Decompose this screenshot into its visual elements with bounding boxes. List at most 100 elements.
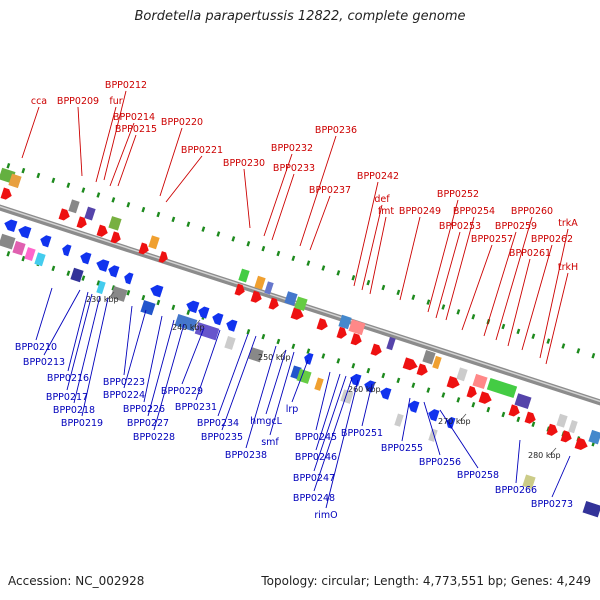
forward-gene-arrow <box>478 391 492 404</box>
tick-dot <box>186 309 191 315</box>
gene-label: smf <box>261 437 279 448</box>
gene-label: BPP0228 <box>133 432 175 443</box>
forward-gene-arrow <box>110 231 121 244</box>
tick-dot <box>291 255 296 262</box>
tick-dot <box>561 343 566 349</box>
label-leader <box>483 231 517 337</box>
gene-label: BPP0226 <box>123 404 165 415</box>
tick-dot <box>576 348 581 354</box>
label-leader <box>309 195 331 251</box>
tick-dot <box>81 187 86 193</box>
label-leader <box>515 439 521 484</box>
label-leader <box>271 173 295 241</box>
gene-label: BPP0218 <box>53 405 95 416</box>
tick-mark <box>279 349 287 358</box>
cog-box <box>582 501 600 518</box>
tick-label: 270 kbp <box>438 417 471 426</box>
cog-box <box>486 377 518 399</box>
forward-gene-arrow <box>402 357 418 371</box>
tick-dot <box>441 304 446 310</box>
tick-dot <box>246 240 251 247</box>
tick-dot <box>426 299 431 305</box>
gene-label: lrp <box>286 404 299 415</box>
gene-label: BPP0209 <box>57 96 99 107</box>
gene-label: BPP0273 <box>531 499 573 510</box>
gene-label: BPP0259 <box>495 221 537 232</box>
cog-box <box>248 347 264 363</box>
forward-gene-arrow <box>138 242 149 255</box>
gene-label: BPP0229 <box>161 386 203 397</box>
tick-dot <box>351 363 356 369</box>
cog-box <box>348 319 366 336</box>
cog-box <box>0 233 16 250</box>
map-title: Bordetella parapertussis 12822, complete… <box>134 9 466 24</box>
forward-gene-arrow <box>446 375 460 389</box>
cog-box <box>24 247 36 262</box>
tick-dot <box>531 333 536 339</box>
label-leader <box>143 315 163 403</box>
tick-dot <box>66 182 71 189</box>
gene-label: BPP0254 <box>453 206 495 217</box>
gene-label: BPP0213 <box>23 357 65 368</box>
label-leader <box>439 409 479 469</box>
tick-dot <box>306 260 311 266</box>
cog-box <box>148 235 160 250</box>
label-leader <box>195 329 221 401</box>
kbp-ticks: 230 kbp 240 kbp 250 kbp 260 kbp 270 kbp 280 k… <box>86 291 561 460</box>
label-leader <box>299 135 337 247</box>
label-leader <box>369 216 387 295</box>
tick-dot <box>336 270 341 276</box>
tick-dot <box>291 343 296 350</box>
gene-label: BPP0234 <box>197 418 239 429</box>
tick-mark <box>107 291 115 300</box>
forward-gene-arrow <box>350 333 362 346</box>
gene-label: BPP0230 <box>223 158 265 169</box>
gene-label: BPP0233 <box>273 163 315 174</box>
tick-dot <box>531 421 536 427</box>
cog-box <box>110 286 128 302</box>
label-leader <box>401 397 411 442</box>
tick-dot <box>321 353 326 359</box>
cog-box <box>514 393 532 409</box>
tick-dot <box>546 338 551 344</box>
label-leader <box>313 377 353 492</box>
cog-box <box>386 336 396 351</box>
gene-label: BPP0238 <box>225 450 267 461</box>
tick-dot <box>426 387 431 393</box>
reverse-gene-arrow <box>124 272 134 285</box>
reverse-gene-arrow <box>150 284 164 298</box>
label-leader <box>123 305 133 376</box>
tick-dot <box>216 231 221 237</box>
cog-box <box>224 336 236 350</box>
cog-box <box>84 206 96 221</box>
label-leader <box>217 333 249 417</box>
gene-features <box>0 167 600 518</box>
tick-dot <box>186 221 191 227</box>
tick-dot <box>441 392 446 398</box>
tick-dot <box>351 275 356 281</box>
gene-label: BPP0214 <box>113 112 155 123</box>
label-leader <box>243 168 251 229</box>
tick-dot <box>516 416 521 423</box>
label-leader <box>123 309 147 389</box>
cog-box <box>588 429 600 445</box>
label-leader <box>325 379 359 509</box>
gene-label: BPP0247 <box>293 473 335 484</box>
reverse-gene-arrow <box>408 400 420 413</box>
tick-dot <box>201 226 206 232</box>
gene-label: BPP0227 <box>127 418 169 429</box>
tick-dot <box>156 211 161 218</box>
tick-dot <box>231 236 236 242</box>
tick-dot <box>126 202 131 208</box>
label-leader <box>159 127 183 197</box>
cog-box <box>70 267 84 283</box>
gene-label: BPP0245 <box>295 432 337 443</box>
forward-gene-arrow <box>508 404 520 417</box>
label-leader <box>181 327 205 385</box>
tick-dot <box>141 206 146 213</box>
tick-dot <box>6 251 11 257</box>
cog-box <box>194 322 220 341</box>
cog-box <box>340 389 354 404</box>
forward-gene-arrow <box>546 423 558 436</box>
